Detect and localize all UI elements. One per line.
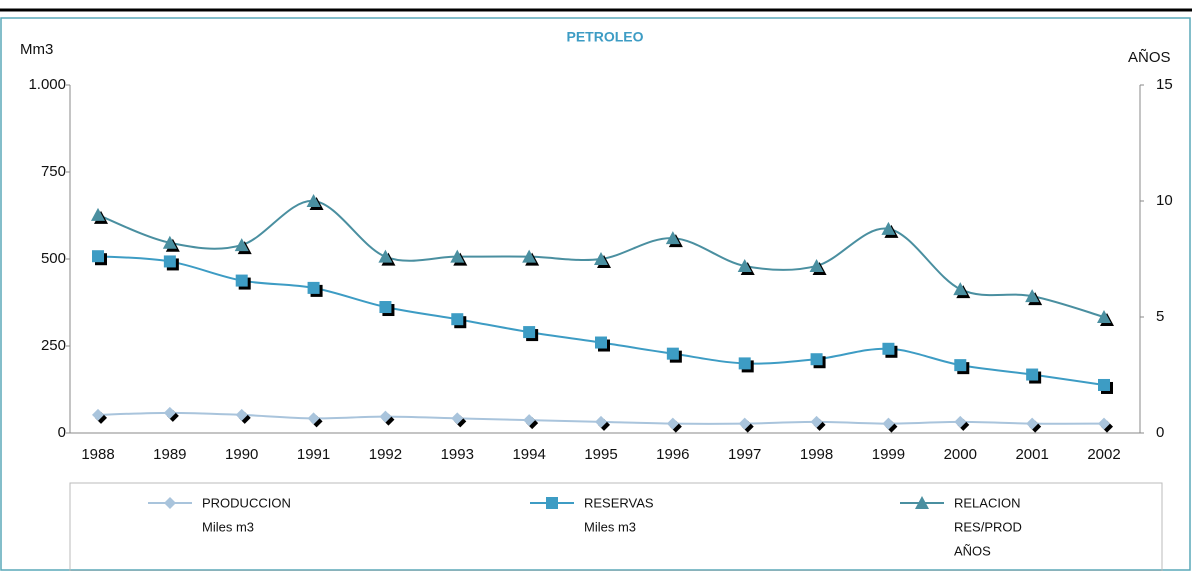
x-tick-label: 1989: [153, 446, 186, 463]
data-point: [594, 252, 608, 265]
data-point: [91, 207, 105, 221]
data-point: [307, 412, 320, 425]
x-tick-label: 1992: [369, 446, 402, 463]
data-point: [522, 249, 537, 263]
legend-label: RESERVAS: [584, 495, 654, 510]
data-point: [523, 326, 536, 339]
data-point: [163, 406, 176, 419]
data-point: [1097, 310, 1111, 323]
data-point: [450, 249, 465, 263]
data-point: [162, 235, 177, 249]
y-tick-label: 750: [41, 163, 66, 180]
data-point: [737, 258, 752, 272]
data-point: [523, 414, 536, 427]
data-point: [92, 250, 104, 263]
y-tick-label: 1.000: [28, 76, 66, 93]
data-point: [595, 415, 607, 428]
legend-label: Miles m3: [202, 519, 254, 534]
data-point: [234, 238, 249, 252]
legend-label: Miles m3: [584, 519, 636, 534]
data-point: [378, 249, 393, 263]
data-point: [379, 410, 392, 423]
data-point: [235, 408, 248, 421]
x-tick-label: 1993: [441, 446, 474, 463]
data-point: [451, 412, 464, 425]
data-point: [809, 258, 824, 272]
data-point: [595, 336, 607, 349]
data-point: [881, 221, 896, 235]
x-tick-label: 1991: [297, 446, 330, 463]
y-axis-label: Mm3: [20, 41, 53, 58]
data-point: [451, 313, 464, 326]
data-point: [665, 231, 680, 245]
x-tick-label: 1995: [584, 446, 617, 463]
data-point: [1098, 417, 1110, 430]
legend-marker: [546, 497, 558, 509]
frame: [0, 17, 1191, 571]
legend-label: RES/PROD: [954, 519, 1022, 534]
data-point: [666, 417, 679, 430]
y2-axis-label: AÑOS: [1128, 49, 1171, 66]
x-tick-label: 1990: [225, 446, 258, 463]
data-point: [954, 415, 967, 428]
legend-label: PRODUCCION: [202, 495, 291, 510]
x-tick-label: 1997: [728, 446, 761, 463]
data-point: [379, 301, 392, 314]
x-tick-label: 2002: [1087, 446, 1120, 463]
x-tick-label: 1996: [656, 446, 689, 463]
x-tick-label: 1994: [512, 446, 545, 463]
data-point: [1026, 368, 1039, 381]
data-point: [235, 274, 248, 287]
data-point: [810, 415, 823, 428]
data-point: [1098, 378, 1110, 391]
chart-title: PETROLEO: [566, 29, 643, 45]
data-point: [666, 347, 679, 360]
data-point: [738, 357, 751, 370]
x-tick-label: 1988: [81, 446, 114, 463]
data-point: [92, 408, 104, 421]
data-point: [882, 342, 895, 355]
data-point: [306, 194, 321, 207]
y2-tick-label: 0: [1156, 424, 1164, 441]
y2-tick-label: 10: [1156, 192, 1173, 209]
data-point: [1026, 417, 1039, 430]
y-tick-label: 0: [58, 424, 66, 441]
data-point: [738, 417, 751, 430]
y2-tick-label: 5: [1156, 308, 1164, 325]
y-tick-label: 250: [41, 337, 66, 354]
data-point: [954, 359, 967, 372]
y-tick-label: 500: [41, 250, 66, 267]
x-tick-label: 1998: [800, 446, 833, 463]
x-tick-label: 1999: [872, 446, 905, 463]
x-tick-label: 2000: [944, 446, 977, 463]
x-tick-label: 2001: [1015, 446, 1048, 463]
data-point: [882, 417, 895, 430]
data-point: [810, 353, 823, 366]
legend-marker: [915, 496, 929, 509]
data-point: [163, 255, 176, 268]
y2-tick-label: 15: [1156, 76, 1173, 93]
data-point: [1025, 289, 1040, 303]
legend-marker: [164, 497, 176, 509]
legend-label: AÑOS: [954, 543, 991, 558]
data-point: [307, 281, 320, 294]
legend: [69, 482, 1163, 571]
data-point: [953, 282, 968, 296]
legend-label: RELACION: [954, 495, 1020, 510]
